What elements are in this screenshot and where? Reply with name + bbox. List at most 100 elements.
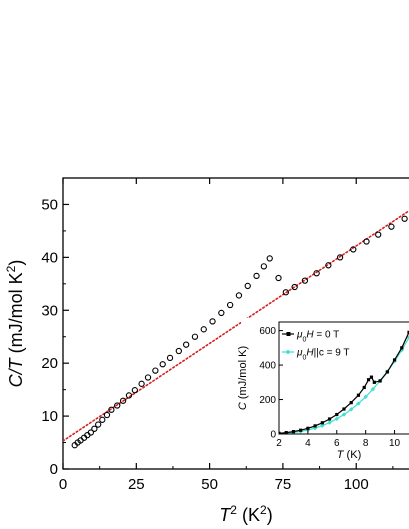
inset-y-tick-label: 200 (259, 395, 276, 406)
series-0T-point (320, 421, 324, 425)
series-9T-point (356, 401, 361, 406)
series-0T-point (378, 379, 382, 383)
series-9T-point (370, 387, 376, 392)
series-0T-point (291, 429, 296, 434)
data-point (119, 397, 127, 404)
data-point (226, 301, 234, 309)
data-point (103, 411, 111, 419)
data-point (108, 406, 115, 413)
data-point (87, 429, 95, 436)
data-point (200, 326, 207, 333)
series-0T-point (284, 431, 288, 434)
inset-y-tick-label: 400 (259, 361, 276, 372)
data-point (183, 341, 190, 348)
data-point (91, 425, 98, 432)
data-point (266, 255, 273, 262)
data-point (350, 246, 357, 253)
main-y-axis-label: C/T (mJ/mol K2) (4, 260, 26, 388)
data-point (131, 387, 138, 394)
series-9T-point (349, 407, 354, 412)
data-point (99, 416, 106, 423)
data-point (159, 361, 166, 368)
data-point (401, 215, 408, 222)
data-point (95, 421, 102, 428)
data-point (388, 223, 395, 230)
legend-swatch-marker (285, 349, 291, 355)
series-0T-point (349, 401, 353, 405)
series-0T-point (299, 428, 303, 432)
series-9T-point (406, 335, 409, 340)
inset-x-tick-label: 4 (305, 438, 311, 449)
data-point (191, 333, 199, 340)
series-0T-point (385, 370, 389, 374)
legend-entry-label: μ0H||c = 9 T (296, 348, 349, 362)
main-x-tick-label: 100 (344, 476, 369, 493)
data-point (375, 231, 382, 238)
inset-x-tick-label: 8 (363, 438, 369, 449)
inset-data-layer (279, 330, 409, 434)
data-point (244, 282, 251, 290)
data-point (125, 392, 133, 399)
series-0T-point (327, 417, 332, 421)
main-y-tick-label: 30 (41, 302, 58, 319)
main-x-tick-label: 50 (201, 476, 218, 493)
series-0T-point (372, 380, 376, 384)
data-point (209, 318, 216, 325)
main-x-tick-label: 25 (128, 476, 145, 493)
main-data-layer (63, 210, 409, 449)
data-point (275, 274, 282, 282)
inset-y-tick-label: 0 (270, 430, 276, 441)
series-0T-point (366, 378, 371, 382)
main-y-tick-label: 10 (41, 408, 58, 425)
inset-x-tick-label: 6 (334, 438, 340, 449)
series-9T-point (327, 420, 332, 425)
data-point (235, 292, 243, 299)
series-0T-point (407, 330, 409, 334)
main-plot-frame (62, 177, 409, 470)
main-x-tick-label: 0 (59, 476, 67, 493)
legend-entry-label: μ0H = 0 T (296, 330, 339, 344)
series-0T-point (279, 431, 281, 434)
data-point (114, 402, 121, 409)
data-point (291, 283, 298, 291)
inset-ticks: 2 4 6 8 10 0 200 400 600 (259, 326, 400, 449)
inset-plot-frame (278, 321, 409, 435)
series-0T-point (342, 407, 346, 411)
series-9T-point (334, 416, 339, 422)
inset-y-axis-label: C (mJ/mol K) (237, 346, 249, 410)
data-point (138, 380, 145, 387)
inset-background (241, 318, 409, 460)
data-point (152, 367, 159, 374)
data-point (363, 238, 370, 245)
inset-plot: 2 4 6 8 10 0 200 400 600 μ0H = 0 T μ0H||c = 9 T C… (237, 318, 409, 461)
series-0T-point (362, 385, 366, 390)
inset-legend: μ0H = 0 T μ0H||c = 9 T (282, 330, 349, 362)
series-0T-point (313, 424, 317, 428)
series-0T-point (335, 412, 339, 417)
data-point (282, 289, 289, 296)
inset-x-tick-label: 10 (389, 438, 401, 449)
data-point (325, 262, 332, 269)
series-0T-point (356, 393, 361, 397)
main-y-tick-label: 40 (41, 249, 58, 266)
series-0T-point (369, 375, 374, 379)
legend-swatch-marker (286, 332, 291, 336)
data-point (166, 354, 174, 362)
main-x-tick-label: 75 (275, 476, 292, 493)
inset-x-tick-label: 2 (276, 438, 282, 449)
main-y-tick-label: 0 (50, 461, 58, 478)
data-point (313, 270, 320, 277)
inset-y-tick-label: 600 (259, 326, 276, 337)
main-x-axis-label: T2 (K2) (219, 503, 272, 525)
data-point (175, 347, 182, 355)
data-point (336, 254, 344, 261)
data-point (144, 374, 152, 381)
series-9T-point (341, 412, 347, 417)
series-0T-point (400, 346, 404, 350)
inset-x-axis-label: T (K) (337, 449, 361, 461)
data-point (218, 309, 225, 317)
series-9T-point (363, 394, 368, 399)
